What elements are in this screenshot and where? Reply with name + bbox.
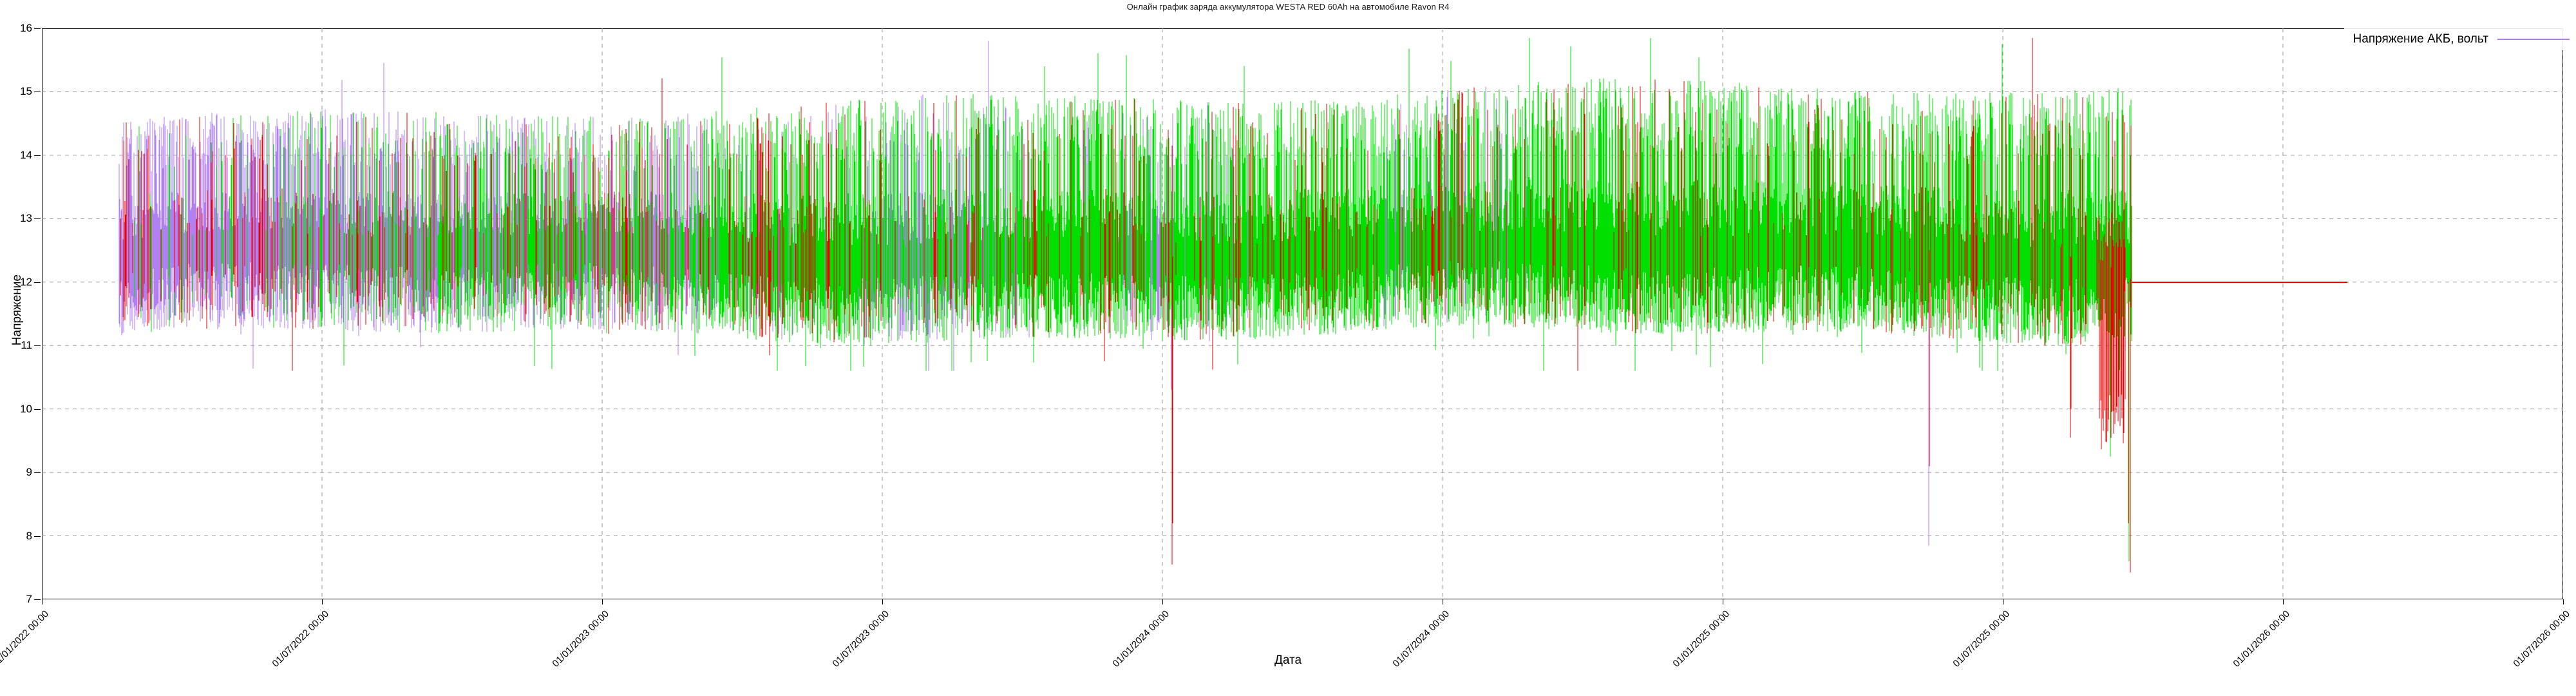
x-axis-tick-labels: 01/01/2022 00:00 01/07/2022 00:00 01/01/20… bbox=[0, 599, 2576, 696]
y-tick-mark bbox=[34, 155, 41, 156]
y-tick-label: 8 bbox=[26, 529, 32, 542]
y-tick-mark bbox=[34, 28, 41, 29]
legend: Напряжение АКБ, вольт bbox=[2344, 28, 2576, 50]
x-axis-title: Дата bbox=[1274, 653, 1302, 667]
y-tick-mark bbox=[34, 472, 41, 474]
chart-title: Онлайн график заряда аккумулятора WESTA … bbox=[1126, 2, 1450, 12]
legend-label-voltage: Напряжение АКБ, вольт bbox=[2353, 32, 2488, 46]
x-tick-mark bbox=[882, 599, 883, 604]
y-tick-label: 13 bbox=[20, 212, 32, 225]
x-tick-mark bbox=[602, 599, 603, 604]
y-tick-label: 11 bbox=[21, 339, 32, 352]
y-tick-label: 16 bbox=[20, 22, 32, 34]
y-tick-label: 7 bbox=[26, 593, 32, 605]
series-path bbox=[120, 37, 2132, 573]
data-series-layer bbox=[118, 37, 2347, 573]
x-tick-mark bbox=[42, 599, 43, 604]
x-tick-mark bbox=[1162, 599, 1163, 604]
series-path bbox=[118, 41, 1929, 546]
y-axis-title: Напряжение bbox=[10, 274, 24, 346]
y-tick-mark bbox=[34, 282, 41, 283]
y-tick-mark bbox=[34, 409, 41, 410]
x-tick-mark bbox=[322, 599, 323, 604]
y-tick-label: 12 bbox=[20, 275, 32, 288]
x-tick-mark bbox=[2563, 599, 2564, 604]
y-tick-label: 10 bbox=[20, 402, 32, 415]
y-tick-label: 9 bbox=[26, 466, 32, 479]
plot-area bbox=[42, 28, 2563, 599]
series-path bbox=[134, 37, 2132, 561]
y-tick-label: 14 bbox=[20, 148, 32, 161]
y-tick-mark bbox=[34, 218, 41, 220]
y-tick-mark bbox=[34, 345, 41, 347]
y-axis-tick-labels: 7 8 9 10 11 12 13 14 15 16 bbox=[0, 23, 41, 604]
legend-line-swatch bbox=[2497, 39, 2570, 40]
y-tick-mark bbox=[34, 599, 41, 600]
y-tick-label: 15 bbox=[20, 85, 32, 98]
y-tick-mark bbox=[34, 536, 41, 537]
x-tick-mark bbox=[2283, 599, 2284, 604]
